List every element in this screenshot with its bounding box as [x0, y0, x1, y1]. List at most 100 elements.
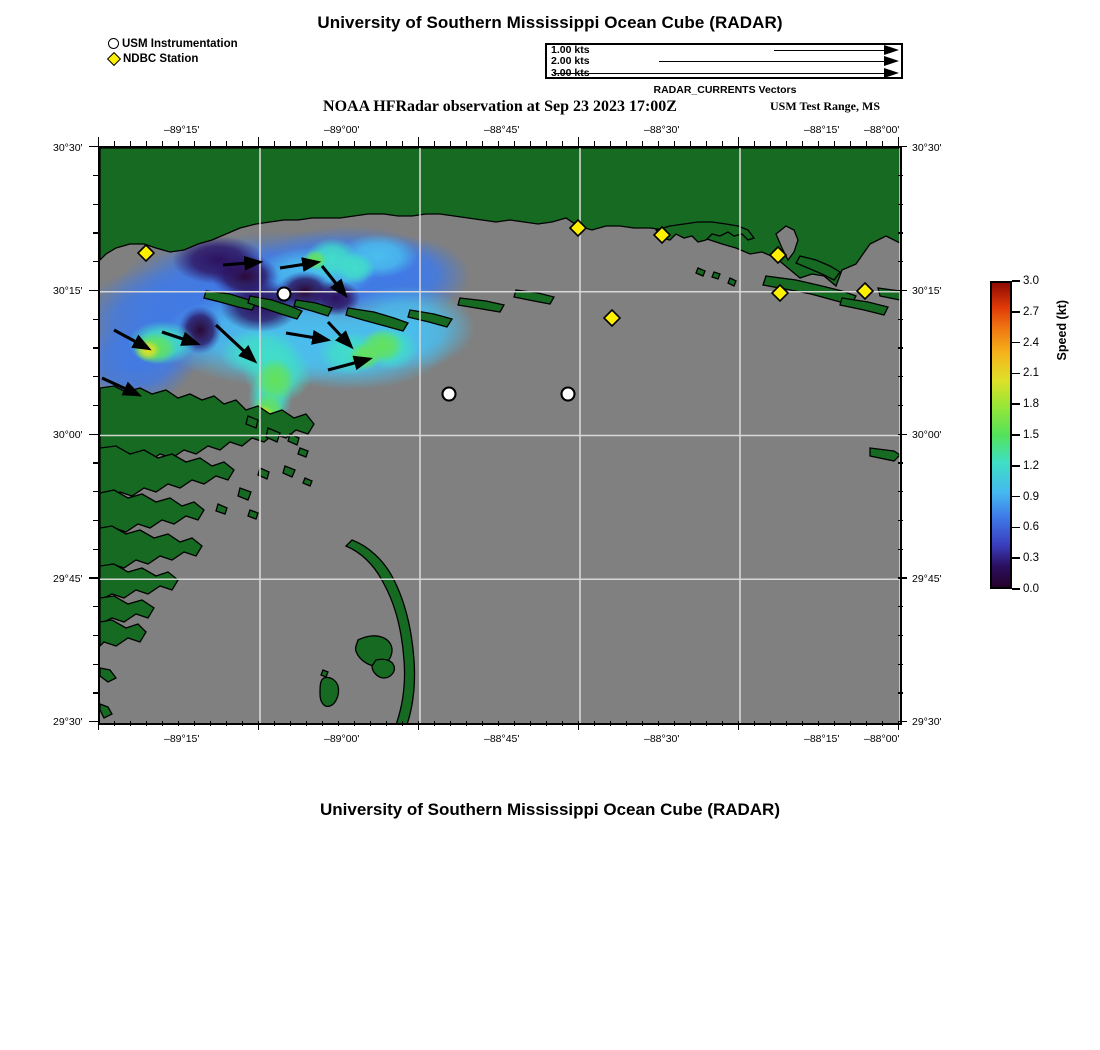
footer-title: University of Southern Mississippi Ocean… — [319, 800, 780, 819]
axis-tick — [178, 721, 180, 726]
axis-tick — [770, 141, 772, 146]
x-axis-label-bottom: –89°15' — [164, 733, 200, 745]
current-arrow — [222, 255, 264, 271]
axis-tick — [802, 141, 804, 146]
axis-tick — [898, 318, 903, 320]
current-vector-arrows — [101, 255, 373, 397]
axis-tick — [93, 548, 98, 550]
marker-legend: USM Instrumentation NDBC Station — [106, 36, 238, 66]
axis-tick — [898, 606, 903, 608]
axis-tick — [898, 137, 900, 146]
axis-tick — [898, 519, 903, 522]
axis-tick — [898, 577, 907, 579]
axis-tick — [578, 137, 580, 146]
axis-tick — [226, 721, 228, 726]
legend-item-ndbc-station: NDBC Station — [106, 51, 238, 66]
colorbar-tick — [1012, 341, 1020, 344]
colorbar-tick — [1012, 280, 1020, 282]
vector-arrowhead-3 — [884, 67, 899, 78]
axis-tick — [386, 721, 388, 726]
axis-tick — [546, 721, 548, 726]
axis-tick — [722, 721, 724, 726]
colorbar-tick-label: 0.0 — [1023, 583, 1039, 595]
axis-tick — [93, 174, 98, 177]
axis-tick — [93, 634, 98, 637]
map-canvas[interactable] — [100, 148, 900, 723]
axis-tick — [866, 721, 868, 726]
colorbar-tick — [1012, 495, 1020, 498]
usm-instrumentation-markers — [276, 286, 576, 402]
axis-tick — [370, 141, 372, 146]
axis-tick — [93, 606, 98, 608]
axis-tick — [242, 141, 244, 146]
axis-tick — [898, 634, 903, 637]
axis-tick — [898, 663, 903, 665]
ndbc-station-markers — [136, 218, 875, 328]
axis-tick — [258, 137, 260, 146]
axis-tick — [354, 141, 356, 146]
x-axis-label-bottom: –88°00' — [864, 733, 900, 745]
axis-tick — [530, 721, 532, 726]
vector-legend-row: 3.00 kts — [547, 67, 901, 79]
page-title: University of Southern Mississippi Ocean… — [317, 13, 783, 32]
axis-tick — [93, 663, 98, 665]
axis-tick — [93, 404, 98, 407]
axis-tick — [898, 548, 903, 550]
vector-shaft-1 — [774, 50, 884, 51]
colorbar-tick — [1012, 311, 1020, 313]
axis-tick — [866, 141, 868, 146]
colorbar: 3.0 2.7 2.4 2.1 1.8 1.5 1.2 0.9 0.6 0.3 0.0 — [990, 275, 1039, 595]
usm-instrumentation-marker — [560, 386, 576, 402]
axis-tick — [146, 141, 148, 146]
map-frame[interactable] — [98, 146, 902, 725]
axis-tick — [642, 721, 644, 726]
y-axis-label-left: 30°15' — [53, 285, 83, 297]
axis-tick — [98, 137, 100, 146]
axis-tick — [354, 721, 356, 726]
axis-tick — [610, 141, 612, 146]
map-layers — [100, 148, 900, 723]
axis-tick — [898, 404, 903, 407]
vector-arrowhead-1 — [884, 45, 899, 55]
ndbc-station-marker — [768, 245, 788, 265]
axis-tick — [322, 721, 324, 726]
axis-tick — [802, 721, 804, 726]
colorbar-tick-label: 1.2 — [1023, 459, 1039, 472]
axis-tick — [194, 141, 196, 146]
axis-tick — [306, 721, 308, 726]
colorbar-tick — [1012, 465, 1020, 467]
axis-tick — [626, 721, 628, 726]
axis-tick — [706, 141, 708, 146]
axis-tick — [93, 692, 98, 694]
current-arrow — [101, 376, 143, 397]
axis-tick — [882, 721, 884, 726]
axis-tick — [898, 232, 903, 234]
colorbar-gradient — [990, 281, 1012, 589]
axis-tick — [898, 203, 903, 205]
colorbar-tick — [1012, 557, 1020, 559]
axis-tick — [674, 141, 676, 146]
axis-tick — [434, 721, 436, 726]
vector-shaft-2 — [659, 61, 884, 63]
current-arrow — [113, 328, 152, 351]
axis-tick — [418, 721, 420, 730]
axis-tick — [578, 721, 580, 730]
axis-tick — [610, 721, 612, 726]
colorbar-tick-label: 2.7 — [1023, 305, 1039, 318]
axis-tick — [290, 141, 292, 146]
axis-tick — [274, 721, 276, 726]
axis-tick — [114, 141, 116, 146]
colorbar-tick-label: 2.4 — [1023, 336, 1039, 349]
axis-tick — [674, 721, 676, 726]
axis-tick — [450, 141, 452, 146]
colorbar-tick — [1012, 434, 1020, 436]
land-layer — [100, 148, 900, 723]
current-arrow — [161, 330, 201, 346]
axis-tick — [786, 141, 788, 146]
y-axis-label-left: 30°00' — [53, 429, 83, 441]
x-axis-label-top: –88°00' — [864, 124, 900, 136]
axis-tick — [466, 721, 468, 726]
legend-label-ndbc: NDBC Station — [123, 52, 199, 65]
vector-legend-label-1: 1.00 kts — [551, 44, 590, 56]
axis-tick — [258, 721, 260, 730]
